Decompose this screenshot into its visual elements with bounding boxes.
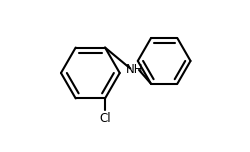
Text: NH: NH xyxy=(126,63,144,76)
Text: Cl: Cl xyxy=(99,112,111,125)
